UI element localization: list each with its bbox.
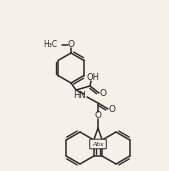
Text: O: O: [67, 40, 75, 49]
Text: HN: HN: [74, 91, 86, 101]
Text: O: O: [100, 89, 106, 97]
Text: H₃C: H₃C: [43, 40, 57, 49]
Text: Abs: Abs: [92, 141, 104, 147]
Text: O: O: [94, 110, 102, 120]
FancyBboxPatch shape: [90, 139, 106, 149]
Text: OH: OH: [87, 74, 100, 82]
Text: O: O: [108, 104, 115, 114]
